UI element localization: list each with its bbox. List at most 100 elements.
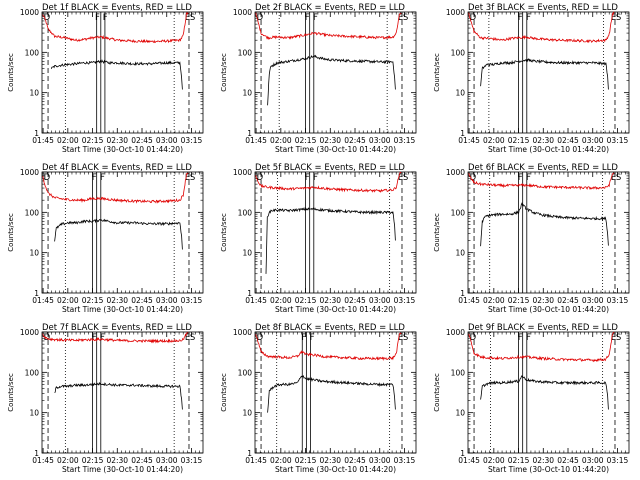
y-tick-label: 100: [238, 48, 253, 57]
marker-letter: S: [403, 173, 408, 183]
marker-letter: E: [185, 173, 190, 183]
y-tick-label: 10: [29, 409, 39, 418]
chart-title: Det 9f BLACK = Events, RED = LLD: [468, 323, 618, 333]
chart-panel-6: Det 6f BLACK = Events, RED = LLD 1 10 100 10…: [433, 163, 630, 314]
plot-frame: [41, 331, 204, 454]
x-tick-label: 03:15: [394, 456, 416, 465]
x-tick-label: 02:15: [82, 296, 104, 305]
x-tick-label: 02:00: [57, 456, 79, 465]
x-tick-label: 01:45: [32, 456, 54, 465]
x-tick-label: 02:15: [508, 296, 530, 305]
y-tick-label: 1000: [233, 8, 252, 17]
x-tick-label: 02:15: [508, 456, 530, 465]
y-tick-label: 100: [25, 48, 40, 57]
x-tick-label: 02:45: [557, 456, 579, 465]
series-line-lld: [42, 172, 189, 204]
x-tick-label: 02:00: [57, 136, 79, 145]
series-line-lld: [468, 172, 615, 191]
plot-frame: [467, 11, 630, 134]
y-tick-label: 10: [29, 89, 39, 98]
y-tick-label: 1000: [20, 328, 39, 337]
y-tick-label: 1: [247, 289, 252, 298]
series-line-lld: [255, 12, 402, 41]
marker-letter: D: [470, 173, 477, 183]
y-axis-label: Counts/sec: [220, 53, 228, 92]
x-tick-label: 01:45: [245, 456, 267, 465]
y-tick-label: 100: [25, 368, 40, 377]
y-axis-label: Counts/sec: [433, 373, 441, 412]
y-axis-label: Counts/sec: [220, 373, 228, 412]
chart-title: Det 1f BLACK = Events, RED = LLD: [42, 3, 192, 13]
plot-frame: [467, 331, 630, 454]
plot-frame: [41, 11, 204, 134]
y-tick-label: 1: [34, 449, 39, 458]
y-tick-label: 10: [242, 249, 252, 258]
x-tick-label: 02:45: [344, 296, 366, 305]
y-tick-label: 1: [460, 449, 465, 458]
x-tick-label: 02:15: [295, 296, 317, 305]
series-line-events: [480, 57, 609, 90]
marker-letter: D: [257, 333, 264, 343]
chart-panel-7: Det 7f BLACK = Events, RED = LLD 1 10 100 10…: [7, 323, 204, 474]
y-tick-label: 1: [34, 289, 39, 298]
series-line-events: [50, 59, 183, 90]
x-tick-label: 01:45: [458, 136, 480, 145]
x-axis-label: Start Time (30-Oct-10 01:44:20): [275, 145, 396, 154]
chart-title: Det 8f BLACK = Events, RED = LLD: [255, 323, 405, 333]
x-tick-label: 02:45: [344, 456, 366, 465]
y-tick-label: 1: [460, 129, 465, 138]
y-tick-label: 10: [29, 249, 39, 258]
x-tick-label: 02:00: [270, 136, 292, 145]
marker-letter: E: [185, 13, 190, 23]
marker-letter: E: [611, 173, 616, 183]
y-axis-label: Counts/sec: [7, 373, 15, 412]
x-tick-label: 03:00: [369, 456, 391, 465]
series-line-lld: [255, 332, 402, 361]
marker-letter: S: [190, 333, 195, 343]
x-tick-label: 03:00: [582, 136, 604, 145]
marker-letter: E: [611, 13, 616, 23]
marker-letter: S: [616, 173, 621, 183]
series-line-lld: [42, 332, 189, 344]
chart-panel-3: Det 3f BLACK = Events, RED = LLD 1 10 100 10…: [433, 3, 630, 154]
x-tick-label: 03:00: [369, 296, 391, 305]
chart-title: Det 5f BLACK = Events, RED = LLD: [255, 163, 405, 173]
marker-letter: S: [403, 13, 408, 23]
marker-letter: F: [301, 333, 306, 343]
x-tick-label: 03:00: [369, 136, 391, 145]
x-tick-label: 02:45: [557, 136, 579, 145]
x-tick-label: 01:45: [245, 136, 267, 145]
marker-letter: E: [398, 333, 403, 343]
chart-title: Det 2f BLACK = Events, RED = LLD: [255, 3, 405, 13]
y-tick-label: 100: [238, 208, 253, 217]
marker-letter: E: [398, 13, 403, 23]
marker-letter: F: [518, 173, 523, 183]
x-tick-label: 02:30: [106, 456, 128, 465]
x-tick-label: 02:30: [532, 136, 554, 145]
x-tick-label: 02:45: [344, 136, 366, 145]
chart-title: Det 7f BLACK = Events, RED = LLD: [42, 323, 192, 333]
chart-panel-5: Det 5f BLACK = Events, RED = LLD 1 10 100 10…: [220, 163, 417, 314]
x-tick-label: 02:45: [131, 296, 153, 305]
y-tick-label: 100: [451, 48, 466, 57]
chart-panel-8: Det 8f BLACK = Events, RED = LLD 1 10 100 10…: [220, 323, 417, 474]
x-tick-label: 02:30: [319, 456, 341, 465]
marker-letter: F: [100, 173, 105, 183]
x-axis-label: Start Time (30-Oct-10 01:44:20): [62, 305, 183, 314]
x-tick-label: 03:15: [607, 296, 629, 305]
series-line-events: [267, 375, 396, 413]
series-line-lld: [468, 331, 615, 363]
marker-letter: D: [44, 13, 51, 23]
y-tick-label: 100: [238, 368, 253, 377]
x-axis-label: Start Time (30-Oct-10 01:44:20): [62, 465, 183, 474]
x-tick-label: 03:00: [582, 456, 604, 465]
chart-panel-9: Det 9f BLACK = Events, RED = LLD 1 10 100 10…: [433, 323, 630, 474]
marker-letter: F: [95, 13, 100, 23]
x-tick-label: 02:45: [131, 136, 153, 145]
x-tick-label: 02:30: [319, 136, 341, 145]
y-tick-label: 1000: [446, 168, 465, 177]
marker-letter: D: [257, 173, 264, 183]
chart-title: Det 6f BLACK = Events, RED = LLD: [468, 163, 618, 173]
y-tick-label: 1: [34, 129, 39, 138]
x-tick-label: 02:30: [319, 296, 341, 305]
